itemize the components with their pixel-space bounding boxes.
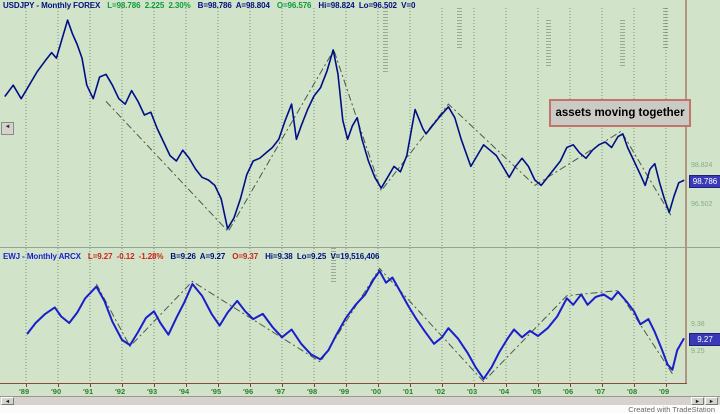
vertical-text-marker [457, 8, 462, 50]
x-axis-tick [666, 384, 667, 387]
pane-scroll-left-button[interactable]: ◄ [1, 122, 14, 135]
scroll-right-end-button[interactable]: ► [705, 397, 718, 405]
quote-bar-ewj: EWJ - Monthly ARCX L=9.27 -0.12 -1.28% B… [3, 252, 379, 261]
panel-separator [0, 247, 720, 248]
annotation-box[interactable]: assets moving together [549, 99, 691, 127]
bottom-price-line [26, 270, 685, 380]
vertical-text-marker [663, 8, 668, 50]
chart-canvas[interactable] [0, 0, 720, 392]
x-axis-tick [122, 384, 123, 387]
last-change-usdjpy: L=98.786 2.225 2.30% [107, 1, 191, 10]
hi-marker-ewj: 9.38 [691, 320, 705, 328]
bid-ask-ewj: B=9.26 A=9.27 [170, 252, 226, 261]
x-axis-tick [282, 384, 283, 387]
x-axis: '89 '90 '91 '92 '93 '94 '95 '96 '97 '98 '99 '00 '01 '… [0, 383, 720, 396]
x-axis-tick [314, 384, 315, 387]
horizontal-scrollbar[interactable]: ◄ ► ► [0, 396, 720, 406]
x-axis-tick [90, 384, 91, 387]
x-axis-tick [378, 384, 379, 387]
x-axis-tick [154, 384, 155, 387]
vertical-text-marker [331, 248, 336, 284]
scroll-left-button[interactable]: ◄ [1, 397, 14, 405]
top-price-line [4, 19, 685, 230]
tradestation-credit: Created with TradeStation [628, 405, 715, 414]
symbol-label-ewj: EWJ - Monthly ARCX [3, 252, 81, 261]
x-axis-year-label: '95 [211, 387, 222, 396]
x-axis-year-label: '07 [595, 387, 606, 396]
open-usdjpy: O=96.576 [276, 1, 312, 10]
lo-marker-ewj: 9.25 [691, 347, 705, 355]
x-axis-year-label: '99 [339, 387, 350, 396]
x-axis-line [0, 383, 687, 384]
x-axis-year-label: '01 [403, 387, 414, 396]
x-axis-year-label: '04 [499, 387, 510, 396]
price-badge-usdjpy: 98.786 [689, 174, 720, 188]
annotation-text: assets moving together [555, 107, 685, 119]
x-axis-year-label: '89 [19, 387, 30, 396]
x-axis-tick [474, 384, 475, 387]
x-axis-year-label: '06 [563, 387, 574, 396]
x-axis-year-label: '00 [371, 387, 382, 396]
x-axis-tick [506, 384, 507, 387]
x-axis-tick [442, 384, 443, 387]
x-axis-year-label: '03 [467, 387, 478, 396]
x-axis-tick [346, 384, 347, 387]
x-axis-tick [250, 384, 251, 387]
open-ewj: O=9.37 [232, 252, 259, 261]
x-axis-year-label: '97 [275, 387, 286, 396]
x-axis-year-label: '09 [659, 387, 670, 396]
zigzag-overlay-top [105, 48, 672, 233]
bid-ask-usdjpy: B=98.786 A=98.804 [197, 1, 270, 10]
x-axis-tick [410, 384, 411, 387]
x-axis-tick [218, 384, 219, 387]
x-axis-year-label: '91 [83, 387, 94, 396]
quote-bar-usdjpy: USDJPY - Monthly FOREX L=98.786 2.225 2.… [3, 1, 415, 10]
x-axis-tick [186, 384, 187, 387]
x-axis-year-label: '08 [627, 387, 638, 396]
x-axis-year-label: '92 [115, 387, 126, 396]
x-axis-year-label: '98 [307, 387, 318, 396]
x-axis-year-label: '02 [435, 387, 446, 396]
lo-marker-usdjpy: 96.502 [691, 200, 713, 208]
symbol-label-usdjpy: USDJPY - Monthly FOREX [3, 1, 101, 10]
vertical-text-marker [546, 20, 551, 66]
x-axis-year-label: '90 [51, 387, 62, 396]
x-axis-year-label: '05 [531, 387, 542, 396]
hi-marker-usdjpy: 98.824 [691, 161, 713, 169]
vertical-text-marker [620, 20, 625, 66]
x-axis-year-label: '93 [147, 387, 158, 396]
x-axis-tick [602, 384, 603, 387]
x-axis-year-label: '96 [243, 387, 254, 396]
scroll-right-button[interactable]: ► [691, 397, 704, 405]
x-axis-year-label: '94 [179, 387, 190, 396]
vertical-text-marker [383, 8, 388, 72]
hi-lo-vol-usdjpy: Hi=98.824 Lo=96.502 V=0 [318, 1, 416, 10]
x-axis-tick [26, 384, 27, 387]
hi-lo-vol-ewj: Hi=9.38 Lo=9.25 V=19,516,406 [265, 252, 380, 261]
x-axis-tick [538, 384, 539, 387]
last-change-ewj: L=9.27 -0.12 -1.28% [87, 252, 164, 261]
x-axis-tick [570, 384, 571, 387]
zigzag-overlay-bottom [95, 267, 673, 383]
status-strip: Created with TradeStation [0, 405, 720, 414]
x-axis-tick [634, 384, 635, 387]
price-badge-ewj: 9.27 [689, 332, 720, 346]
x-axis-tick [58, 384, 59, 387]
